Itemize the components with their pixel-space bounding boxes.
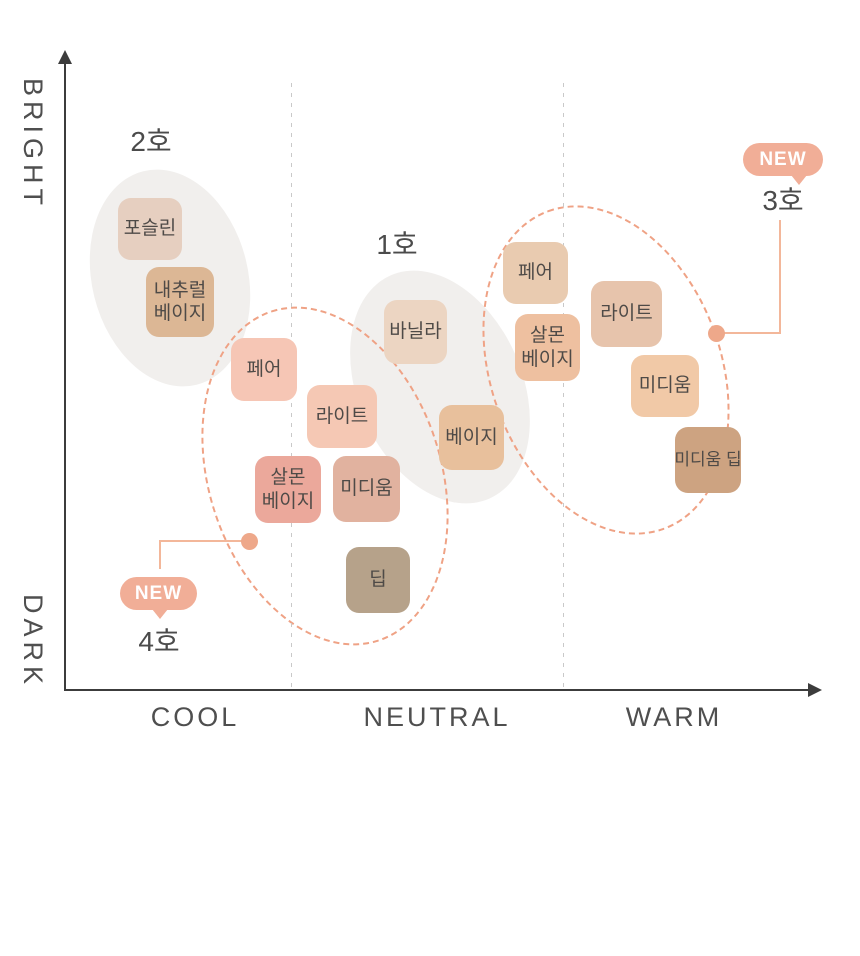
swatch-g3-fair: 페어 [503, 242, 568, 304]
group3-new-badge-text: NEW [759, 148, 807, 170]
group4-label: 4호 [138, 626, 180, 657]
group3-label: 3호 [762, 185, 804, 216]
group4-new-badge-text: NEW [134, 582, 183, 604]
group3-callout-hline [723, 332, 781, 334]
swatch-g3-salmon-beige: 살몬 베이지 [515, 314, 580, 381]
group4-callout-dot [241, 533, 258, 550]
swatch-g2-porcelain: 포슬린 [118, 198, 182, 260]
swatch-g4-fair: 페어 [231, 338, 297, 401]
group3-new-badge-tail [791, 175, 807, 185]
swatch-g4-deep: 딥 [346, 547, 410, 613]
swatch-g3-light: 라이트 [591, 281, 662, 347]
swatch-g4-medium: 미디움 [333, 456, 400, 522]
x-axis-label-cool: COOL [150, 702, 240, 732]
swatch-g4-light: 라이트 [307, 385, 377, 448]
y-axis-label-dark: DARK [18, 594, 48, 690]
group2-label: 2호 [130, 126, 172, 157]
group4-new-badge: NEW [120, 577, 197, 619]
group4-new-badge-tail [152, 609, 168, 619]
y-axis-line [64, 60, 66, 690]
swatch-g3-medium-deep: 미디움 딥 [674, 427, 742, 493]
group3-callout-dot [708, 325, 725, 342]
separator-neutral-warm [563, 83, 564, 688]
x-axis-label-warm: WARM [625, 702, 723, 732]
swatch-g1-beige: 베이지 [439, 405, 504, 470]
x-axis-line [64, 689, 812, 691]
swatch-g1-vanilla: 바닐라 [384, 300, 447, 364]
swatch-g3-medium: 미디움 [631, 355, 699, 417]
group3-dashed-ellipse [438, 170, 774, 570]
x-axis-label-neutral: NEUTRAL [363, 702, 511, 732]
group3-callout-vline [779, 220, 781, 334]
group4-callout-hline [159, 540, 244, 542]
swatch-g4-salmon-beige: 살몬 베이지 [255, 456, 321, 523]
swatch-g2-natural-beige: 내추럴 베이지 [146, 267, 214, 337]
y-axis-label-bright: BRIGHT [18, 78, 48, 211]
x-axis-arrow-icon [808, 683, 822, 697]
group4-callout-vline [159, 540, 161, 569]
group1-label: 1호 [376, 229, 418, 260]
group3-new-badge: NEW [743, 143, 823, 185]
y-axis-arrow-icon [58, 50, 72, 64]
